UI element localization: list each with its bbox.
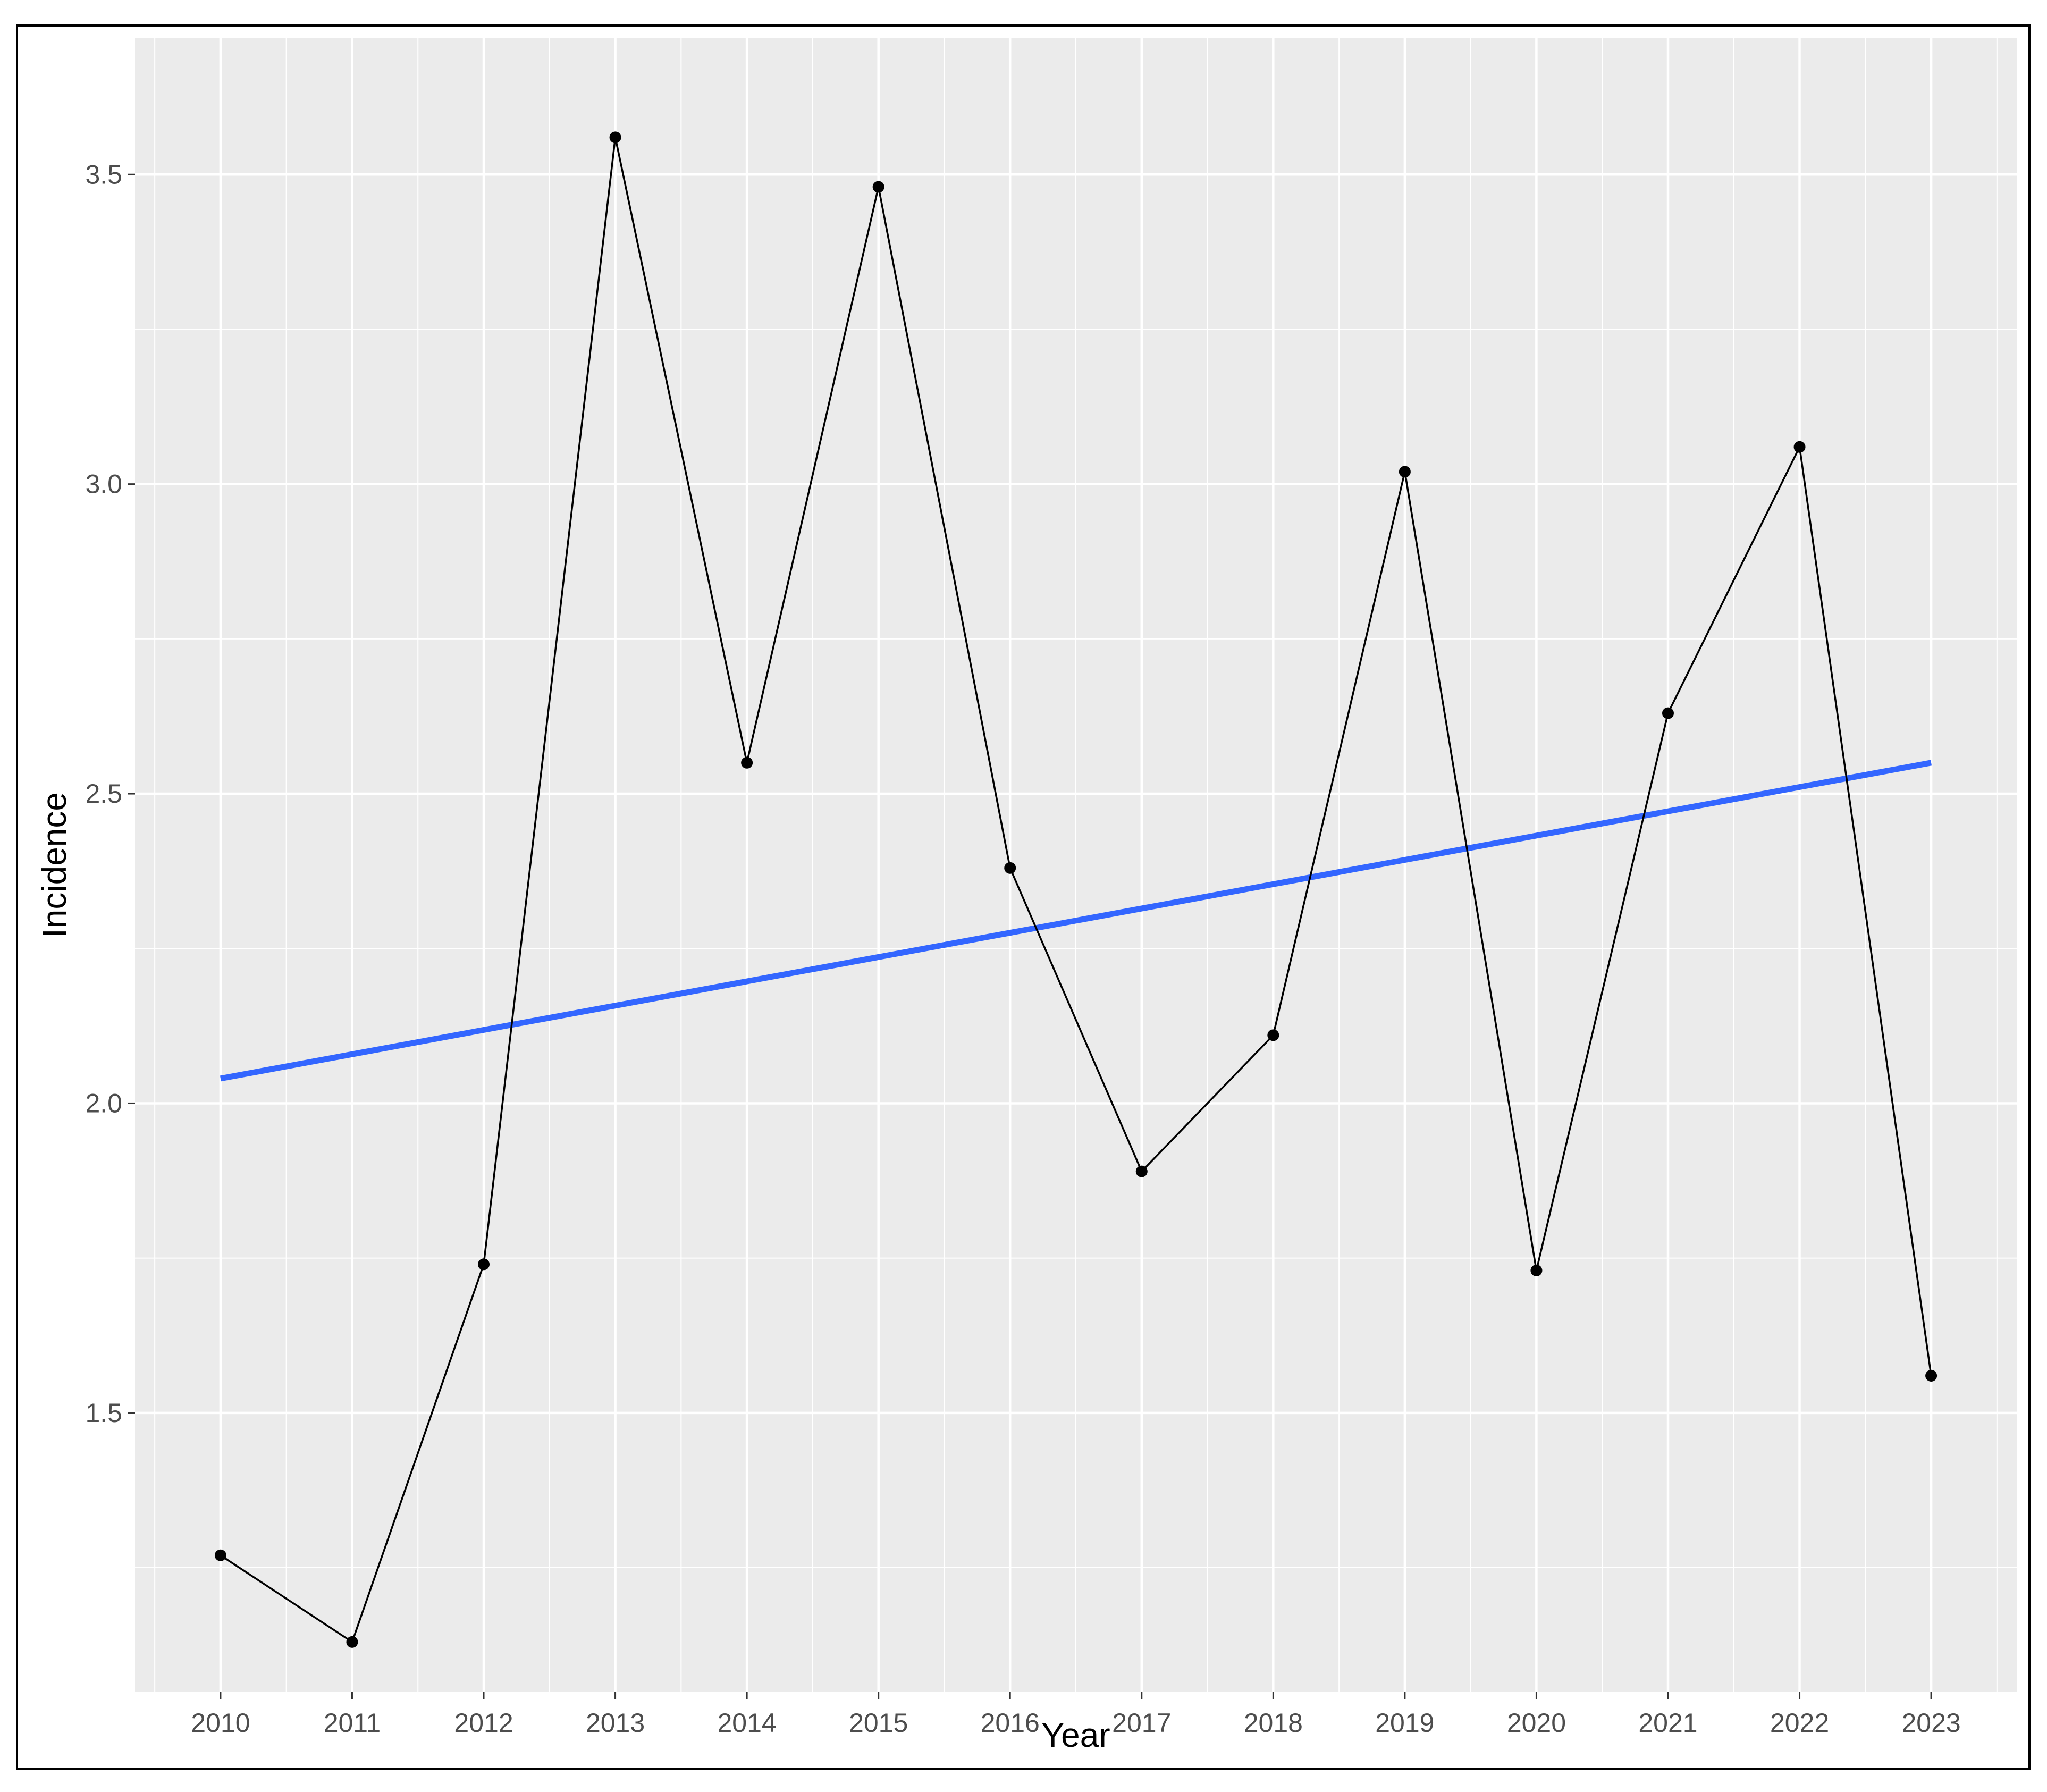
data-point [346, 1636, 358, 1648]
data-point [609, 131, 621, 144]
data-point [1662, 707, 1674, 719]
y-tick-label: 3.0 [85, 469, 122, 499]
x-tick-label: 2011 [324, 1708, 381, 1738]
incidence-line-chart: 2010 2011 2012 2013 2014 2015 2016 2017 2018 2019… [35, 38, 2017, 1754]
data-point [1530, 1264, 1543, 1276]
series-line-segment [351, 1264, 485, 1643]
y-tick-label: 1.5 [85, 1398, 122, 1428]
series-line-segment [1667, 446, 1801, 714]
series-line-segment [1404, 472, 1538, 1271]
data-point [478, 1258, 490, 1271]
trend-line [220, 760, 1932, 1082]
x-tick-label: 2018 [1244, 1708, 1303, 1738]
series-line-segment [483, 137, 617, 1265]
x-tick-label: 2019 [1375, 1708, 1434, 1738]
x-tick-label: 2014 [718, 1708, 777, 1738]
x-tick-label: 2020 [1507, 1708, 1566, 1738]
y-tick-label: 2.0 [85, 1088, 122, 1118]
data-point [741, 756, 753, 769]
series-line-segment [1141, 1034, 1274, 1172]
series-line-segment [220, 1554, 353, 1643]
data-point [1135, 1165, 1148, 1177]
data-point [1399, 466, 1411, 478]
data-series-layer [214, 131, 1938, 1648]
y-tick-label: 2.5 [85, 779, 122, 809]
minor-gridlines [135, 38, 2017, 1692]
x-axis: 2010 2011 2012 2013 2014 2015 2016 2017 2018 2019… [191, 1692, 1961, 1738]
data-point [872, 181, 884, 193]
x-axis-title: Year [1041, 1716, 1110, 1754]
series-line-segment [1272, 471, 1406, 1036]
x-tick-label: 2023 [1901, 1708, 1960, 1738]
data-point [1267, 1029, 1279, 1041]
x-tick-label: 2010 [191, 1708, 250, 1738]
y-tick-label: 3.5 [85, 159, 122, 189]
x-tick-label: 2016 [981, 1708, 1040, 1738]
x-tick-label: 2013 [586, 1708, 645, 1738]
series-line-segment [614, 137, 748, 763]
series-line-segment [1535, 713, 1669, 1271]
x-tick-label: 2015 [849, 1708, 908, 1738]
y-axis-title: Incidence [35, 792, 73, 938]
major-gridlines [135, 38, 2017, 1692]
chart-frame: 2010 2011 2012 2013 2014 2015 2016 2017 2018 2019… [16, 24, 2031, 1770]
x-tick-label: 2022 [1770, 1708, 1829, 1738]
trend-line-layer [220, 760, 1932, 1082]
data-point [1793, 441, 1806, 453]
x-tick-label: 2012 [454, 1708, 513, 1738]
data-point [1004, 862, 1016, 874]
series-line-segment [1798, 447, 1932, 1376]
x-tick-label: 2017 [1112, 1708, 1171, 1738]
data-point [1925, 1369, 1938, 1382]
x-tick-label: 2021 [1638, 1708, 1697, 1738]
data-point [214, 1549, 226, 1561]
y-axis: 1.5 2.0 2.5 3.0 3.5 [85, 159, 135, 1428]
series-line-segment [746, 187, 880, 763]
series-line-segment [877, 187, 1011, 869]
series-line-segment [1009, 868, 1143, 1172]
